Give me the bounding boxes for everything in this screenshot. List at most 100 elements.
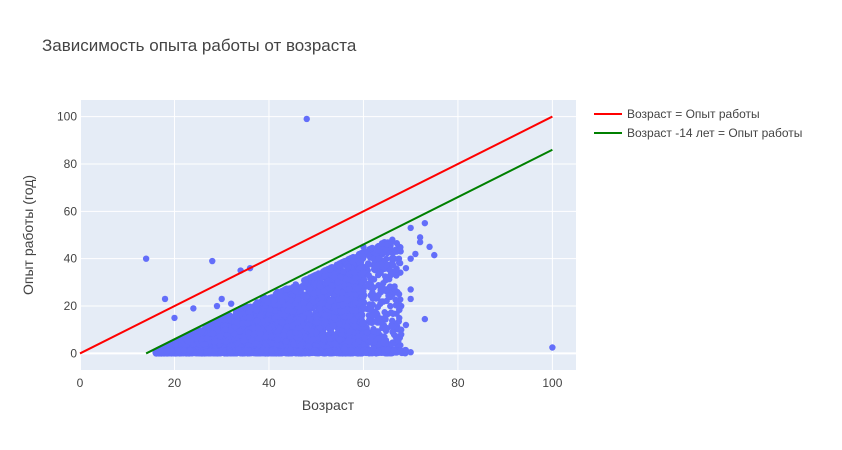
- scatter-point: [310, 290, 318, 297]
- scatter-point: [306, 302, 313, 310]
- scatter-point: [306, 315, 314, 322]
- scatter-point: [274, 336, 281, 343]
- legend-item: Возраст -14 лет = Опыт работы: [627, 126, 802, 140]
- scatter-point: [381, 314, 389, 321]
- scatter-point: [226, 348, 234, 356]
- scatter-point: [387, 302, 394, 310]
- scatter-point: [198, 328, 206, 335]
- scatter-point: [361, 276, 368, 284]
- scatter-point: [381, 325, 389, 333]
- scatter-point: [416, 234, 424, 241]
- scatter-point: [286, 330, 293, 338]
- scatter-point: [290, 340, 297, 348]
- scatter-point: [236, 328, 244, 335]
- scatter-point: [209, 257, 216, 265]
- scatter-point: [326, 266, 334, 273]
- scatter-point: [287, 346, 294, 354]
- scatter-point: [331, 273, 338, 281]
- scatter-point: [271, 296, 278, 304]
- x-tick-label: 60: [357, 376, 371, 390]
- scatter-point: [331, 340, 339, 348]
- scatter-point: [389, 317, 396, 324]
- scatter-point: [381, 309, 388, 316]
- scatter-point: [282, 338, 289, 345]
- x-axis-title: Возраст: [302, 397, 355, 413]
- scatter-point: [222, 326, 229, 333]
- scatter-point: [306, 285, 313, 293]
- x-axis-ticks: 0 20 40 60 80 100: [77, 376, 563, 390]
- scatter-point: [426, 243, 433, 251]
- scatter-point: [350, 317, 358, 324]
- scatter-point: [317, 283, 324, 290]
- scatter-point: [266, 306, 274, 313]
- scatter-point: [322, 319, 329, 326]
- scatter-point: [254, 324, 262, 332]
- scatter-point: [320, 334, 327, 342]
- scatter-point: [365, 280, 372, 288]
- scatter-point: [312, 328, 320, 336]
- scatter-point: [365, 272, 373, 279]
- scatter-point: [369, 290, 377, 298]
- scatter-point: [342, 275, 349, 282]
- scatter-point: [362, 349, 369, 356]
- scatter-point: [313, 349, 321, 356]
- scatter-point: [240, 337, 248, 344]
- y-tick-label: 80: [64, 157, 78, 171]
- scatter-point: [142, 255, 150, 262]
- scatter-point: [397, 296, 404, 303]
- scatter-point: [321, 311, 329, 319]
- reference-lines: [79, 115, 553, 355]
- scatter-point: [334, 287, 341, 295]
- scatter-point: [163, 348, 170, 355]
- scatter-point: [245, 314, 253, 321]
- scatter-point: [398, 326, 405, 333]
- y-tick-label: 100: [57, 110, 77, 124]
- scatter-point: [212, 337, 219, 345]
- chart-title: Зависимость опыта работы от возраста: [42, 36, 357, 55]
- scatter-point: [213, 325, 221, 333]
- scatter-point: [381, 273, 389, 280]
- scatter-point: [407, 255, 414, 262]
- scatter-point: [431, 251, 438, 259]
- scatter-point: [303, 325, 310, 332]
- scatter-point: [374, 262, 381, 269]
- scatter-point: [421, 315, 429, 323]
- scatter-point: [223, 338, 230, 345]
- scatter-point: [336, 262, 343, 269]
- scatter-point: [244, 320, 251, 327]
- scatter-point: [295, 324, 302, 331]
- x-tick-label: 20: [168, 376, 182, 390]
- scatter-point: [402, 348, 409, 355]
- scatter-point: [294, 319, 301, 326]
- scatter-point: [360, 269, 367, 276]
- scatter-point: [383, 261, 390, 269]
- scatter-point: [196, 349, 203, 356]
- scatter-point: [379, 283, 386, 291]
- y-tick-label: 40: [64, 252, 78, 266]
- x-tick-label: 0: [77, 376, 84, 390]
- scatter-point: [407, 349, 414, 356]
- scatter-point: [304, 349, 312, 357]
- scatter-point: [353, 348, 360, 355]
- scatter-point: [378, 240, 386, 247]
- scatter-point: [421, 219, 429, 227]
- scatter-point: [294, 296, 302, 303]
- scatter-point: [288, 322, 296, 330]
- scatter-point: [180, 347, 188, 354]
- y-tick-label: 0: [70, 346, 77, 360]
- scatter-point: [339, 301, 347, 308]
- scatter-point: [292, 287, 299, 295]
- scatter-point: [253, 306, 260, 314]
- scatter-point: [262, 333, 270, 340]
- scatter-point: [171, 314, 178, 322]
- scatter-point: [366, 316, 373, 324]
- scatter-point: [392, 302, 400, 309]
- scatter-point: [398, 331, 405, 338]
- scatter-point: [369, 312, 377, 319]
- scatter-point: [218, 295, 225, 303]
- y-axis-title: Опыт работы (год): [20, 175, 36, 295]
- scatter-point: [242, 346, 250, 354]
- scatter-point: [350, 268, 358, 276]
